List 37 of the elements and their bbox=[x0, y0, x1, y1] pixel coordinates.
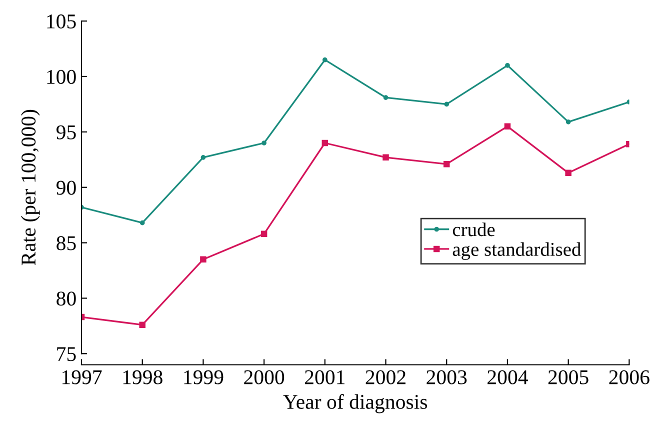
x-tick-label: 2003 bbox=[426, 370, 467, 384]
x-tick-label: 1997 bbox=[62, 370, 102, 384]
point bbox=[444, 102, 450, 107]
y-tick-label: 80 bbox=[56, 292, 76, 306]
y-tick-label: 75 bbox=[57, 347, 76, 362]
y-tick-label: 90 bbox=[56, 180, 76, 195]
x-tick-label: 1998 bbox=[123, 370, 162, 384]
x-tick-label: 2006 bbox=[609, 370, 650, 384]
y-tick-label: 105 bbox=[47, 14, 76, 28]
point bbox=[139, 322, 146, 328]
point bbox=[200, 154, 206, 160]
y-tick-label: 85 bbox=[56, 236, 76, 250]
point bbox=[382, 154, 389, 161]
x-tick-label: 2000 bbox=[244, 370, 284, 384]
x-tick-label: 2004 bbox=[488, 370, 528, 384]
x-tick-label: 2001 bbox=[304, 370, 344, 384]
point bbox=[140, 220, 145, 226]
y-axis-title: Rate (per 100,000) bbox=[20, 110, 40, 266]
point bbox=[322, 140, 328, 146]
point bbox=[566, 120, 571, 124]
legend-label: age standardised bbox=[452, 242, 581, 260]
y-tick-label: 95 bbox=[56, 125, 76, 140]
point bbox=[565, 170, 572, 176]
point bbox=[504, 123, 511, 130]
y-tick-label: 100 bbox=[47, 70, 76, 84]
x-tick-label: 2002 bbox=[366, 370, 406, 384]
point bbox=[322, 57, 328, 62]
point bbox=[260, 230, 268, 238]
point bbox=[262, 140, 266, 146]
point bbox=[443, 160, 450, 168]
legend-label: crude bbox=[452, 222, 495, 236]
point bbox=[505, 62, 510, 68]
x-tick-label: 1999 bbox=[184, 370, 224, 384]
x-tick-label: 2005 bbox=[548, 370, 588, 384]
point bbox=[383, 95, 388, 100]
x-axis-title: Year of diagnosis bbox=[283, 394, 428, 414]
point bbox=[200, 256, 206, 263]
